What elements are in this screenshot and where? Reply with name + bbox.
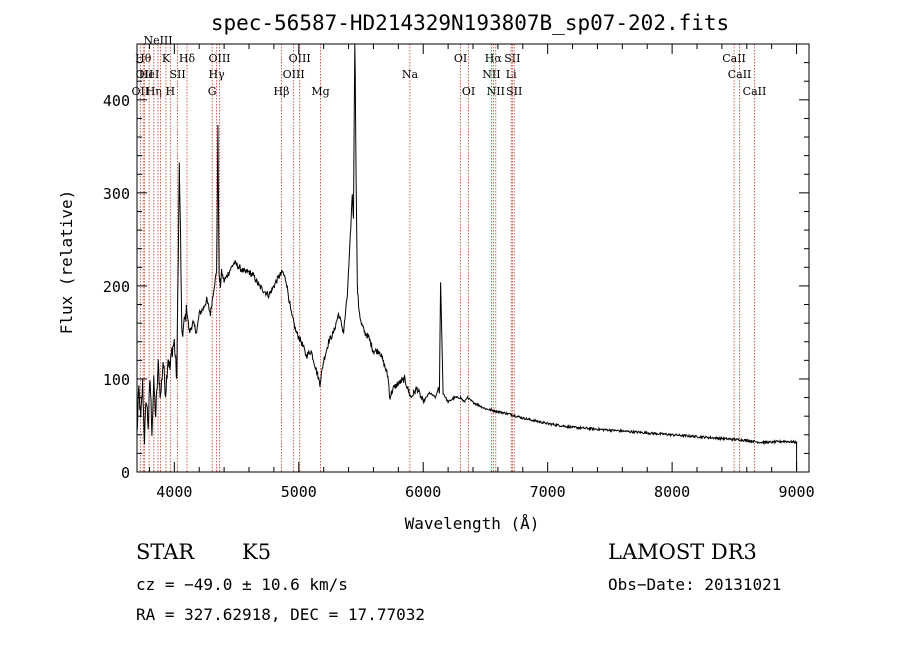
x-tick-label-5: 9000 bbox=[778, 483, 814, 501]
x-tick-label-3: 7000 bbox=[530, 483, 566, 501]
object-subclass: K5 bbox=[242, 540, 272, 564]
line-label-20: OI bbox=[462, 85, 475, 98]
line-label-27: CaII bbox=[722, 52, 746, 65]
line-label-26: SII bbox=[506, 85, 522, 98]
line-label-14: Hβ bbox=[274, 85, 290, 98]
observation-date: Obs−Date: 20131021 bbox=[608, 575, 782, 594]
y-tick-label-1: 100 bbox=[103, 371, 130, 389]
line-label-10: Hδ bbox=[179, 52, 196, 65]
plot-frame bbox=[136, 43, 810, 473]
emission-line-markers: OIIHθOIIHeIHηNeIIIKHSIIHδGHγOIIIHβOIIIOI… bbox=[132, 34, 767, 472]
line-label-11: G bbox=[208, 85, 217, 98]
y-tick-label-0: 0 bbox=[121, 464, 130, 482]
line-label-12: Hγ bbox=[209, 68, 226, 81]
y-axis-label: Flux (relative) bbox=[57, 190, 76, 335]
x-tick-label-2: 6000 bbox=[405, 483, 441, 501]
line-label-4: Hη bbox=[146, 85, 162, 98]
line-label-7: K bbox=[162, 52, 171, 65]
line-label-5: NeIII bbox=[143, 34, 172, 47]
line-label-23: NII bbox=[487, 85, 505, 98]
x-tick-label-1: 5000 bbox=[281, 483, 317, 501]
y-tick-label-2: 200 bbox=[103, 278, 130, 296]
line-label-16: OIII bbox=[289, 52, 311, 65]
object-class: STAR bbox=[136, 540, 195, 564]
line-label-19: OI bbox=[454, 52, 467, 65]
line-label-8: H bbox=[166, 85, 176, 98]
line-label-13: OIII bbox=[208, 52, 230, 65]
line-label-25: SII bbox=[504, 52, 520, 65]
x-tick-label-4: 8000 bbox=[654, 483, 690, 501]
coordinates: RA = 327.62918, DEC = 17.77032 bbox=[136, 605, 425, 624]
redshift-info: cz = −49.0 ± 10.6 km/s bbox=[136, 575, 348, 594]
line-label-21: NII bbox=[482, 68, 500, 81]
line-label-1: Hθ bbox=[135, 52, 152, 65]
axes: 4000 5000 6000 7000 8000 9000 0 100 200 300 400 bbox=[103, 44, 815, 501]
chart-title: spec-56587-HD214329N193807B_sp07-202.fit… bbox=[211, 11, 729, 35]
y-tick-label-3: 300 bbox=[103, 185, 130, 203]
spectrum-line bbox=[136, 43, 798, 472]
x-axis-label: Wavelength (Å) bbox=[405, 514, 540, 533]
line-label-15: OIII bbox=[283, 68, 305, 81]
line-label-0: OII bbox=[132, 85, 150, 98]
spectrum-series bbox=[136, 43, 798, 472]
line-label-3: HeI bbox=[139, 68, 159, 81]
line-label-29: CaII bbox=[743, 85, 767, 98]
line-label-9: SII bbox=[169, 68, 185, 81]
line-label-18: Na bbox=[402, 68, 419, 81]
line-label-17: Mg bbox=[311, 85, 329, 98]
line-label-28: CaII bbox=[728, 68, 752, 81]
y-tick-label-4: 400 bbox=[103, 92, 130, 110]
survey-name: LAMOST DR3 bbox=[608, 540, 757, 564]
line-label-24: Li bbox=[506, 68, 517, 81]
line-label-22: Hα bbox=[485, 52, 503, 65]
x-tick-label-0: 4000 bbox=[156, 483, 192, 501]
